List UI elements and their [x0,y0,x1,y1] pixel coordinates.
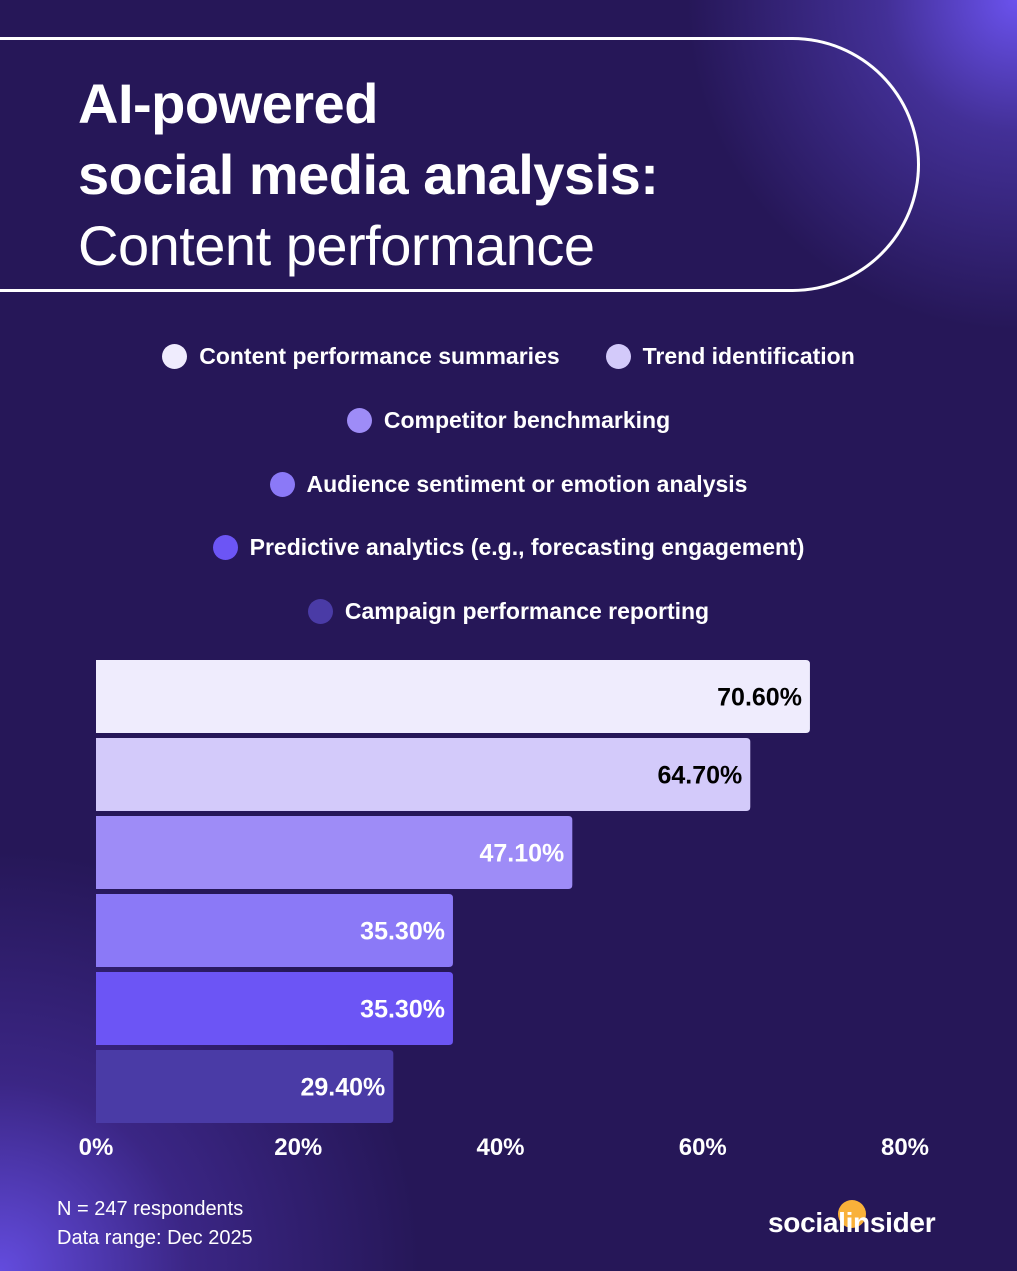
bar [96,972,453,1045]
data-range: Data range: Dec 2025 [57,1227,253,1249]
legend-row: Campaign performance reporting [0,598,1017,625]
legend-label: Predictive analytics (e.g., forecasting … [249,534,805,560]
legend-dot-icon [346,408,372,433]
legend-item: Trend identification [605,343,855,370]
legend-label: Campaign performance reporting [344,598,710,624]
x-tick-label: 0% [79,1134,114,1161]
legend-label: Competitor benchmarking [383,407,671,433]
legend-row: Content performance summaries Trend ident… [0,343,1017,370]
legend-label: Audience sentiment or emotion analysis [306,471,748,497]
title-line-1: AI-powered [78,72,378,135]
legend-dot-icon [605,344,631,369]
sample-size: N = 247 respondents [57,1198,244,1220]
page-title: AI-powered social media analysis: Conten… [78,68,659,281]
legend-row: Predictive analytics (e.g., forecasting … [0,534,1017,561]
legend-item: Competitor benchmarking [346,407,671,434]
legend-item: Content performance summaries [162,343,560,370]
title-line-2: social media analysis: [78,143,659,206]
bar [95,816,573,889]
data-label: 35.30% [360,918,445,946]
bar [96,738,751,811]
bar [96,894,453,967]
footer-notes: N = 247 respondents Data range: Dec 2025 [57,1195,253,1253]
legend-item: Predictive analytics (e.g., forecasting … [212,534,805,561]
title-line-3: Content performance [78,214,595,277]
data-label: 29.40% [301,1074,386,1102]
data-label: 47.10% [480,840,565,868]
legend-row: Audience sentiment or emotion analysis [0,471,1017,498]
bar [96,1050,394,1123]
data-label: 35.30% [360,996,445,1024]
data-label: 64.70% [657,762,742,790]
legend-dot-icon [307,599,333,624]
logo-dot-icon [838,1200,866,1228]
x-tick-label: 20% [274,1134,322,1161]
title-frame [0,37,920,292]
x-tick-label: 40% [476,1134,524,1161]
legend-label: Content performance summaries [199,343,560,369]
legend-item: Campaign performance reporting [307,598,710,625]
x-tick-label: 80% [881,1134,929,1161]
legend-item: Audience sentiment or emotion analysis [269,471,748,498]
logo: socialinsider [768,1207,936,1238]
legend-dot-icon [162,344,188,369]
x-tick-label: 60% [679,1134,727,1161]
data-label: 70.60% [717,684,802,712]
legend-row: Competitor benchmarking [0,407,1017,434]
legend-label: Trend identification [642,343,855,369]
legend-dot-icon [212,535,238,560]
bar [96,660,810,733]
legend-dot-icon [269,472,295,497]
